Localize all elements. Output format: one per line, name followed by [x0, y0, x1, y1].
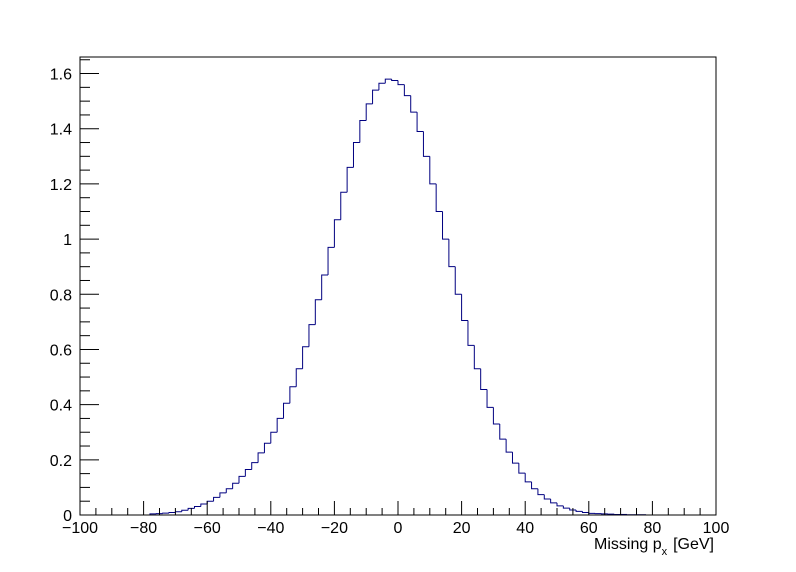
histogram-bin [308, 324, 316, 347]
histogram-bin [550, 498, 557, 504]
y-tick-label: 0.8 [50, 287, 72, 304]
histogram-marks [149, 78, 647, 516]
x-tick-label: 60 [580, 520, 598, 537]
x-tick-label: 100 [703, 520, 730, 537]
histogram-bin [543, 494, 551, 500]
histogram-bin [321, 274, 329, 300]
histogram-bin [384, 78, 392, 84]
x-tick-label: −20 [321, 520, 348, 537]
histogram-bin [461, 294, 468, 321]
histogram-bin [537, 488, 545, 496]
histogram-bin [302, 346, 309, 369]
histogram-bin [467, 320, 475, 346]
histogram-bin [378, 82, 386, 91]
y-axis-ticks [80, 59, 99, 516]
histogram-bin [251, 462, 259, 470]
histogram-bin [213, 496, 220, 502]
histogram-bin [333, 219, 341, 248]
histogram-bin [492, 407, 500, 425]
histogram-bin [257, 452, 265, 463]
histogram-bin [486, 389, 494, 408]
y-tick-label: 0.2 [50, 453, 72, 470]
histogram-bin [232, 482, 239, 489]
histogram-bin [511, 452, 519, 464]
histogram-bin [187, 507, 195, 511]
histogram-bin [270, 431, 278, 444]
histogram-bin [346, 166, 354, 193]
y-tick-label: 1 [63, 232, 72, 249]
histogram-bin [372, 89, 379, 104]
x-tick-label: 80 [644, 520, 662, 537]
histogram-bin [581, 511, 589, 514]
histogram-bin [283, 402, 290, 419]
histogram-bin [397, 80, 405, 86]
histogram-bin [168, 512, 176, 514]
y-tick-label: 0.4 [50, 398, 72, 415]
histogram-bin [352, 142, 360, 168]
x-axis-title-subscript: x [662, 546, 668, 558]
histogram-bin [499, 423, 507, 440]
histogram-bin [162, 512, 170, 514]
histogram-bin [435, 183, 443, 213]
x-axis-title: Missing px [GeV] [594, 536, 714, 558]
x-tick-label: −40 [257, 520, 284, 537]
histogram-bin [225, 488, 233, 493]
histogram-bin [238, 475, 246, 484]
histogram-bin [569, 508, 577, 511]
x-tick-label: −60 [194, 520, 221, 537]
histogram-bin [575, 510, 583, 512]
histogram-bin [327, 246, 335, 275]
histogram-bin [429, 156, 437, 185]
x-axis-ticks [79, 501, 717, 515]
histogram-bin [473, 345, 481, 370]
histogram-bin [448, 239, 456, 268]
histogram-bin [403, 84, 411, 97]
x-axis-tick-labels: −100 −80 −60 −40 −20 0 20 40 60 80 100 [62, 520, 729, 537]
histogram-bin [289, 386, 297, 404]
histogram-bin [314, 299, 322, 325]
histogram-bin [365, 103, 373, 121]
x-tick-label: 40 [516, 520, 534, 537]
histogram-bin [454, 266, 462, 295]
histogram-bin [276, 417, 284, 433]
histogram-bin [524, 473, 532, 483]
histogram-bin [442, 211, 449, 240]
histogram-bin [181, 509, 189, 512]
histogram-bin [219, 492, 227, 498]
y-tick-label: 0.6 [50, 342, 72, 359]
histogram-bin [562, 505, 570, 509]
y-tick-label: 1.6 [50, 67, 72, 84]
x-tick-label: −100 [62, 520, 98, 537]
histogram-bin [410, 95, 418, 113]
y-axis-tick-labels: 0 0.2 0.4 0.6 0.8 1 1.2 1.4 1.6 [50, 67, 72, 525]
histogram-bin [295, 368, 303, 387]
histogram-bin [391, 79, 398, 81]
histogram-bin [556, 502, 564, 507]
histogram-bin [193, 505, 201, 509]
histogram-bin [359, 119, 367, 143]
x-tick-label: 0 [394, 520, 403, 537]
x-axis-title-unit: [GeV] [673, 536, 714, 553]
y-tick-label: 0 [63, 508, 72, 525]
histogram-bin [244, 468, 252, 477]
histogram-bin [340, 191, 348, 220]
histogram-bin [200, 503, 208, 507]
histogram-bin [422, 131, 430, 157]
x-tick-label: 20 [453, 520, 471, 537]
histogram-bin [263, 442, 271, 453]
histogram-bin [416, 112, 424, 132]
histogram-bin [480, 368, 488, 390]
x-tick-label: −80 [130, 520, 157, 537]
y-tick-label: 1.4 [50, 122, 72, 139]
histogram-bin [531, 481, 538, 490]
histogram-bin [518, 463, 526, 474]
histogram-bin [505, 439, 513, 453]
x-axis-title-main: Missing p [594, 536, 662, 553]
y-tick-label: 1.2 [50, 177, 72, 194]
